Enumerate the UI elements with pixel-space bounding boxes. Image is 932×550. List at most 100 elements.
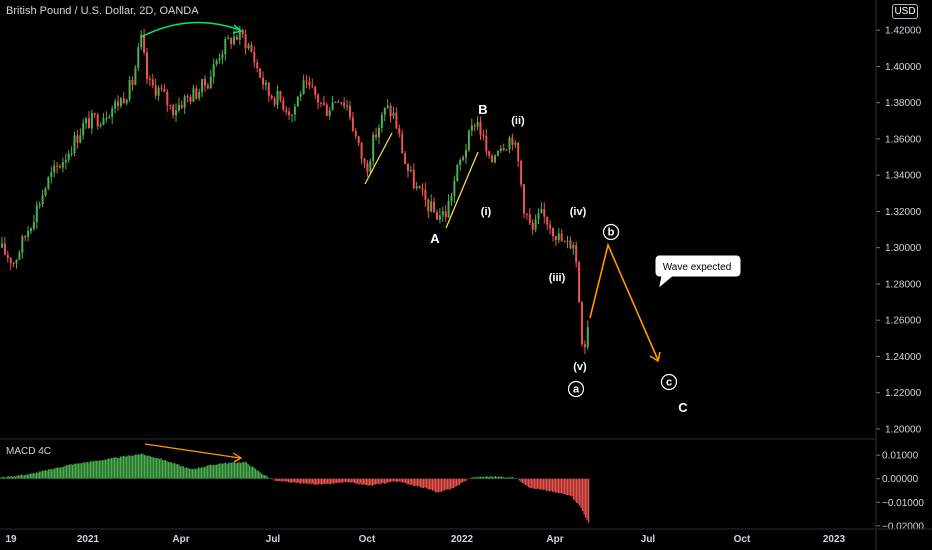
macd-bar — [331, 478, 333, 484]
price-axis[interactable]: 1.42000 1.40000 1.38000 1.36000 1.34000 1.320… — [876, 26, 922, 436]
macd-bar — [553, 478, 555, 492]
macd-bar — [88, 462, 90, 479]
macd-bar — [202, 467, 204, 479]
callout-text: Wave expected — [663, 262, 732, 273]
macd-bar — [276, 478, 278, 481]
macd-bar — [532, 478, 534, 489]
macd-bar — [219, 463, 221, 479]
candle-body — [575, 244, 578, 263]
candle-body — [146, 52, 148, 79]
macd-bar — [433, 478, 435, 491]
candle-body — [430, 201, 433, 212]
candle-body — [235, 36, 238, 40]
candle-body — [189, 96, 192, 102]
macd-bar — [451, 478, 453, 489]
candle-body — [549, 224, 552, 229]
macd-bar — [216, 464, 218, 479]
candle-body — [259, 68, 262, 78]
macd-bar — [432, 478, 434, 491]
candles[interactable] — [1, 25, 589, 355]
trendline-yellow[interactable] — [364, 132, 393, 185]
candle-body — [293, 106, 296, 115]
macd-histogram[interactable] — [0, 453, 590, 523]
candle-body — [279, 90, 282, 100]
macd-bar — [289, 478, 291, 483]
macd-tick-label: 0.01000 — [882, 451, 919, 462]
macd-bar — [459, 478, 461, 485]
macd-bar — [43, 470, 45, 479]
candle-body — [395, 112, 398, 129]
macd-bar — [358, 478, 360, 485]
candle-body — [53, 165, 56, 173]
macd-bar — [477, 477, 479, 479]
candle-body — [389, 105, 392, 117]
time-axis[interactable]: 19 2021 Apr Jul Oct 2022 Apr Jul Oct 2023 — [5, 534, 845, 545]
candle-body — [270, 95, 273, 99]
macd-bar — [120, 456, 122, 479]
macd-bar — [343, 478, 345, 482]
macd-bar — [538, 478, 540, 490]
macd-bar — [526, 478, 528, 486]
arc-drawing[interactable] — [140, 21, 241, 38]
macd-bar — [417, 478, 419, 487]
candle-body — [47, 176, 50, 189]
macd-bar — [456, 478, 458, 487]
macd-divergence-line[interactable] — [144, 443, 241, 459]
macd-bar — [376, 478, 378, 485]
macd-bar — [103, 459, 105, 479]
macd-bar — [57, 467, 59, 479]
macd-bar — [70, 464, 72, 479]
macd-indicator-title[interactable]: MACD 4C — [6, 446, 52, 457]
macd-bar — [466, 478, 468, 480]
macd-bar — [295, 478, 297, 484]
macd-bar — [444, 478, 446, 491]
callout-bubble[interactable] — [655, 255, 741, 288]
price-tick-label: 1.30000 — [885, 243, 922, 254]
currency-badge[interactable]: USD — [892, 4, 918, 19]
macd-bar — [310, 478, 312, 485]
macd-bar — [534, 478, 536, 489]
candle-body — [288, 111, 291, 116]
wave-circle — [567, 380, 585, 398]
chart-title[interactable]: British Pound / U.S. Dollar, 2D, OANDA — [6, 5, 199, 17]
trendline-yellow[interactable] — [445, 151, 479, 229]
macd-bar — [166, 461, 168, 479]
macd-bar — [394, 478, 396, 482]
macd-bar — [328, 478, 330, 485]
macd-bar — [256, 470, 258, 479]
price-tick-label: 1.36000 — [885, 134, 922, 145]
candle-body — [148, 78, 151, 80]
macd-bar — [381, 478, 383, 484]
candle-body — [227, 37, 230, 40]
macd-bar — [178, 464, 180, 479]
macd-bar — [540, 478, 542, 490]
projection-path[interactable] — [589, 242, 659, 361]
macd-bar — [0, 477, 2, 479]
candle-body — [122, 98, 125, 104]
macd-bar — [267, 476, 269, 479]
macd-bar — [16, 475, 18, 479]
candle-body — [366, 162, 369, 172]
macd-bar — [37, 472, 39, 479]
drawings[interactable]: Wave expected — [140, 21, 741, 463]
candle-body — [482, 134, 485, 137]
macd-bar — [445, 478, 447, 490]
macd-bar — [207, 465, 209, 479]
macd-bar — [529, 478, 531, 489]
macd-bar — [111, 457, 113, 479]
macd-axis[interactable]: 0.01000 0.00000 −0.01000 −0.02000 — [876, 451, 924, 533]
candle-body — [253, 52, 256, 63]
macd-bar — [129, 455, 131, 479]
macd-bar — [153, 457, 155, 479]
candle-body — [415, 186, 418, 189]
macd-bar — [549, 478, 551, 492]
macd-bar — [90, 461, 92, 479]
candle-body — [462, 157, 465, 160]
candle-body — [59, 166, 61, 168]
candle-body — [285, 109, 288, 112]
macd-bar — [214, 464, 216, 479]
macd-bar — [357, 478, 359, 484]
candle-body — [38, 204, 41, 206]
macd-bar — [25, 474, 27, 479]
